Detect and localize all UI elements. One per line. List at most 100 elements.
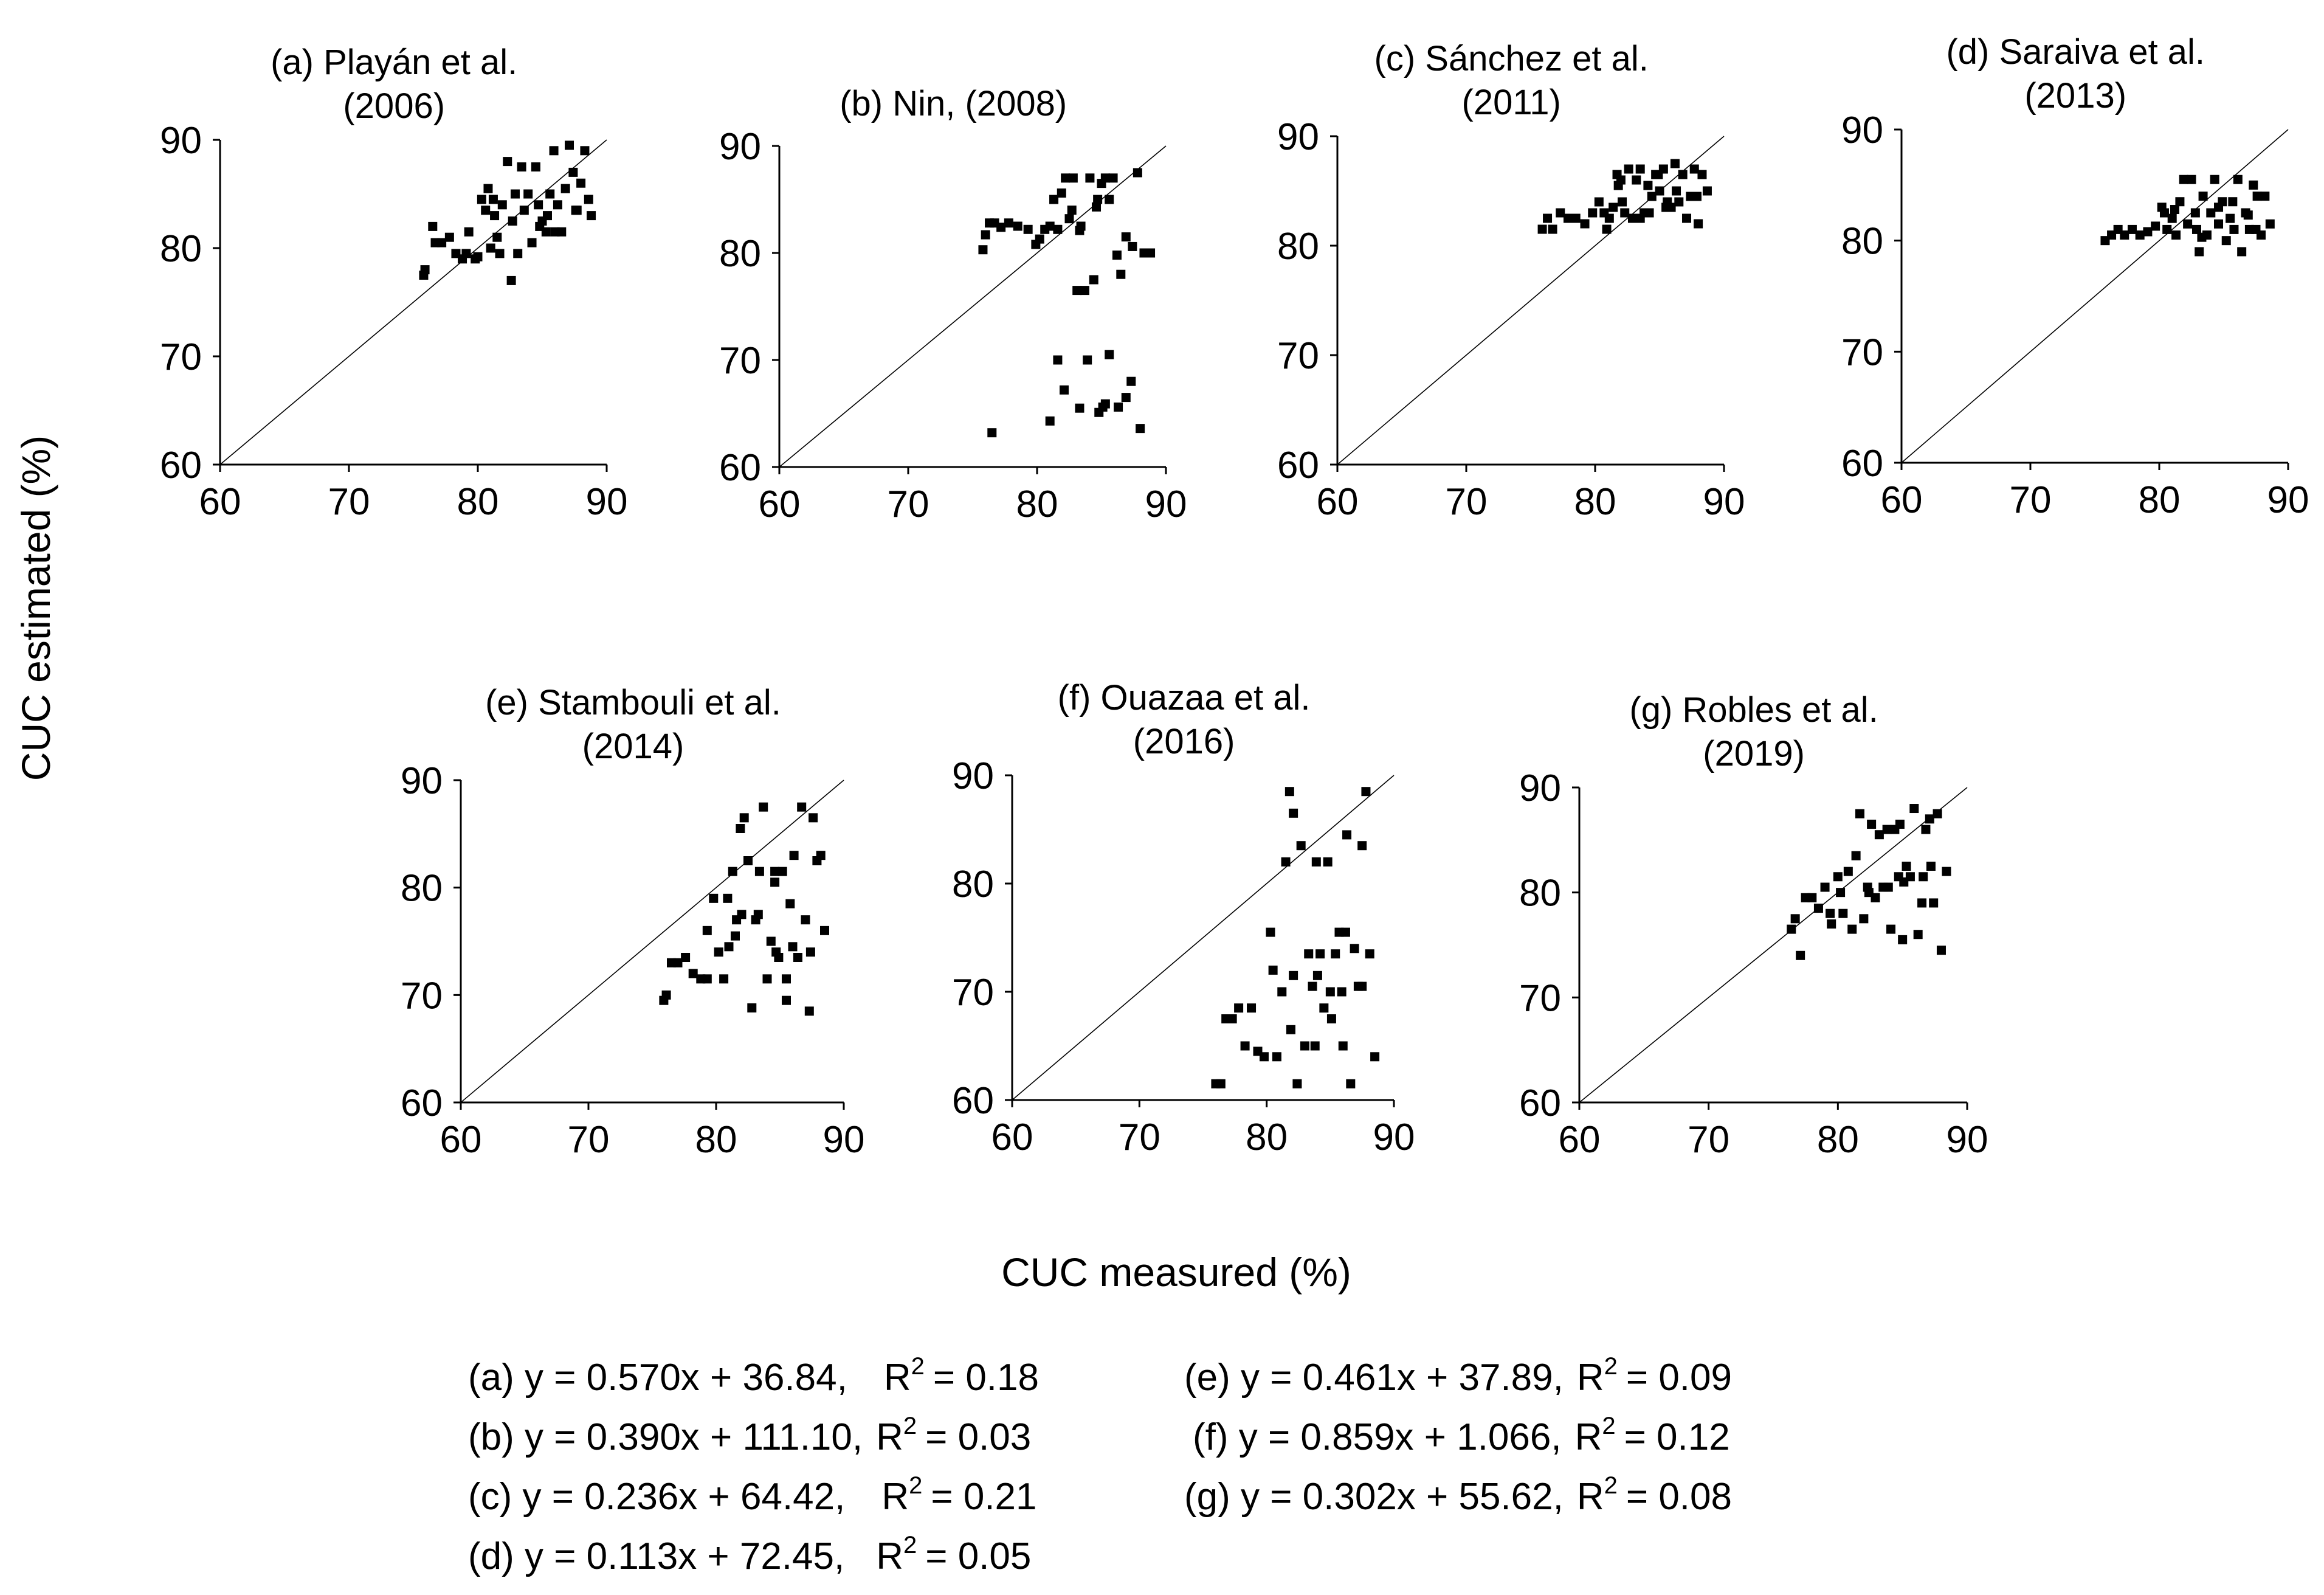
panel-f-point <box>1284 787 1294 797</box>
panel-e-point <box>724 942 734 952</box>
panel-b-point <box>1136 424 1145 434</box>
panel-e-point <box>782 995 791 1005</box>
panel-g-point <box>1826 908 1835 918</box>
panel-c-point <box>1609 202 1618 212</box>
panel-d-point <box>2195 247 2204 257</box>
panel-e-point <box>737 910 747 919</box>
panel-c-ytick-label: 70 <box>1277 335 1319 377</box>
panel-b-point <box>1083 355 1092 365</box>
panel-e-ytick-label: 90 <box>401 760 443 802</box>
panel-f-point <box>1227 1014 1237 1023</box>
panel-e-point <box>770 877 780 887</box>
panel-f-point <box>1361 787 1371 797</box>
panel-a-xtick-label: 80 <box>457 481 499 523</box>
panel-c-point <box>1602 224 1612 234</box>
panel-d-ytick-label: 70 <box>1841 331 1883 373</box>
panel-e-point <box>739 813 749 823</box>
panel-g-ytick-label: 80 <box>1519 873 1561 915</box>
equation-1-r2-superscript: 2 <box>903 1413 917 1439</box>
panel-g-title-line-1: (2019) <box>1703 734 1805 773</box>
panel-d: (d) Saraiva et al.(2013) 60 70 80 90 60 70 80 90 <box>1841 32 2309 521</box>
panel-b-point <box>1057 188 1066 198</box>
panel-e-point <box>766 936 776 946</box>
panel-b-point <box>1067 206 1077 215</box>
panel-d-point <box>2175 197 2185 207</box>
panel-f-point <box>1311 857 1321 867</box>
panel-g-point <box>1874 830 1884 840</box>
panel-g-point <box>1886 924 1896 934</box>
panel-a-point <box>444 232 454 242</box>
equation-2-r2-value: = 0.21 <box>931 1476 1036 1518</box>
panel-d-ytick-label: 90 <box>1841 109 1883 151</box>
panel-c-point <box>1643 181 1653 190</box>
panel-c-point <box>1632 175 1641 185</box>
equation-4-r2-superscript: 2 <box>1604 1353 1618 1380</box>
panel-d-point <box>2120 230 2129 240</box>
panel-e-point <box>754 867 764 876</box>
panel-a-point <box>560 184 570 193</box>
panel-a-point <box>550 227 560 237</box>
panel-d-point <box>2127 224 2137 234</box>
panel-d-point <box>2210 175 2219 184</box>
panel-d-ytick-label: 60 <box>1841 443 1883 485</box>
panel-a-point <box>473 252 483 261</box>
panel-a-point <box>420 265 430 275</box>
equation-6: (g) y = 0.302x + 55.62, R2 = 0.08 <box>1184 1472 1732 1518</box>
equation-4-r2-symbol: R <box>1577 1357 1604 1399</box>
panel-e-point <box>809 813 818 823</box>
equation-2-r2-symbol: R <box>881 1476 909 1518</box>
equation-0-r2-superscript: 2 <box>911 1353 925 1380</box>
panel-b-point <box>1068 173 1078 183</box>
equation-5-formula: (f) y = 0.859x + 1.066, <box>1193 1416 1562 1458</box>
equation-0: (a) y = 0.570x + 36.84, R2 = 0.18 <box>468 1353 1039 1399</box>
panel-g-point <box>1838 908 1848 918</box>
panel-g-reference-line <box>1579 787 1968 1103</box>
equation-5-r2-symbol: R <box>1575 1416 1602 1458</box>
panel-a-ytick-label: 80 <box>160 228 202 270</box>
panel-g-point <box>1864 888 1874 898</box>
panel-d-point <box>2191 224 2201 234</box>
equation-1: (b) y = 0.390x + 111.10, R2 = 0.03 <box>468 1413 1031 1458</box>
panel-b-point <box>1121 393 1131 403</box>
panel-c-point <box>1556 208 1565 218</box>
panel-g-title-line-0: (g) Robles et al. <box>1629 690 1878 730</box>
panel-d-point <box>2229 224 2239 234</box>
panel-a-point <box>488 195 498 204</box>
x-axis-label: CUC measured (%) <box>1001 1250 1351 1295</box>
panel-b-point <box>1133 168 1142 178</box>
regression-equations: (a) y = 0.570x + 36.84, R2 = 0.18 (b) y = 0… <box>468 1353 1732 1577</box>
panel-f-point <box>1370 1052 1380 1062</box>
panel-c-point <box>1678 170 1688 179</box>
panel-b-point <box>996 223 1006 232</box>
panel-c-point <box>1697 170 1707 179</box>
panel-f-ytick-label: 60 <box>952 1080 994 1122</box>
panel-g-point <box>1787 924 1796 934</box>
panel-d-ytick-label: 80 <box>1841 221 1883 263</box>
panel-g-ytick-label: 70 <box>1519 977 1561 1019</box>
panel-c-point <box>1670 159 1680 168</box>
panel-f-point <box>1342 830 1352 840</box>
panel-c-point <box>1655 186 1664 196</box>
panel-e-point <box>681 953 691 962</box>
panel-a-point <box>571 206 581 215</box>
panel-b-point <box>1128 241 1137 251</box>
panel-f-point <box>1326 1014 1336 1023</box>
panel-e-reference-line <box>460 780 844 1103</box>
panel-d-title-line-0: (d) Saraiva et al. <box>1946 32 2205 72</box>
panel-a-xtick-label: 90 <box>586 481 628 523</box>
panel-f-reference-line <box>1012 775 1395 1101</box>
panel-a-point <box>568 167 578 177</box>
panel-a-point <box>461 249 471 258</box>
panel-c-point <box>1689 164 1699 174</box>
panel-g-point <box>1851 851 1861 860</box>
panel-e-point <box>801 915 810 925</box>
panel-c: (c) Sánchez et al. (2011) 60 70 80 90 60 70 80 90 <box>1277 39 1745 523</box>
panel-f-point <box>1292 1079 1302 1088</box>
panel-b-point <box>1060 385 1069 395</box>
panel-d-point <box>2206 208 2216 218</box>
panel-b-point <box>1093 195 1103 204</box>
panel-f-point <box>1240 1041 1250 1051</box>
panel-c-point <box>1594 197 1604 207</box>
panel-c-ytick-label: 90 <box>1277 116 1319 158</box>
